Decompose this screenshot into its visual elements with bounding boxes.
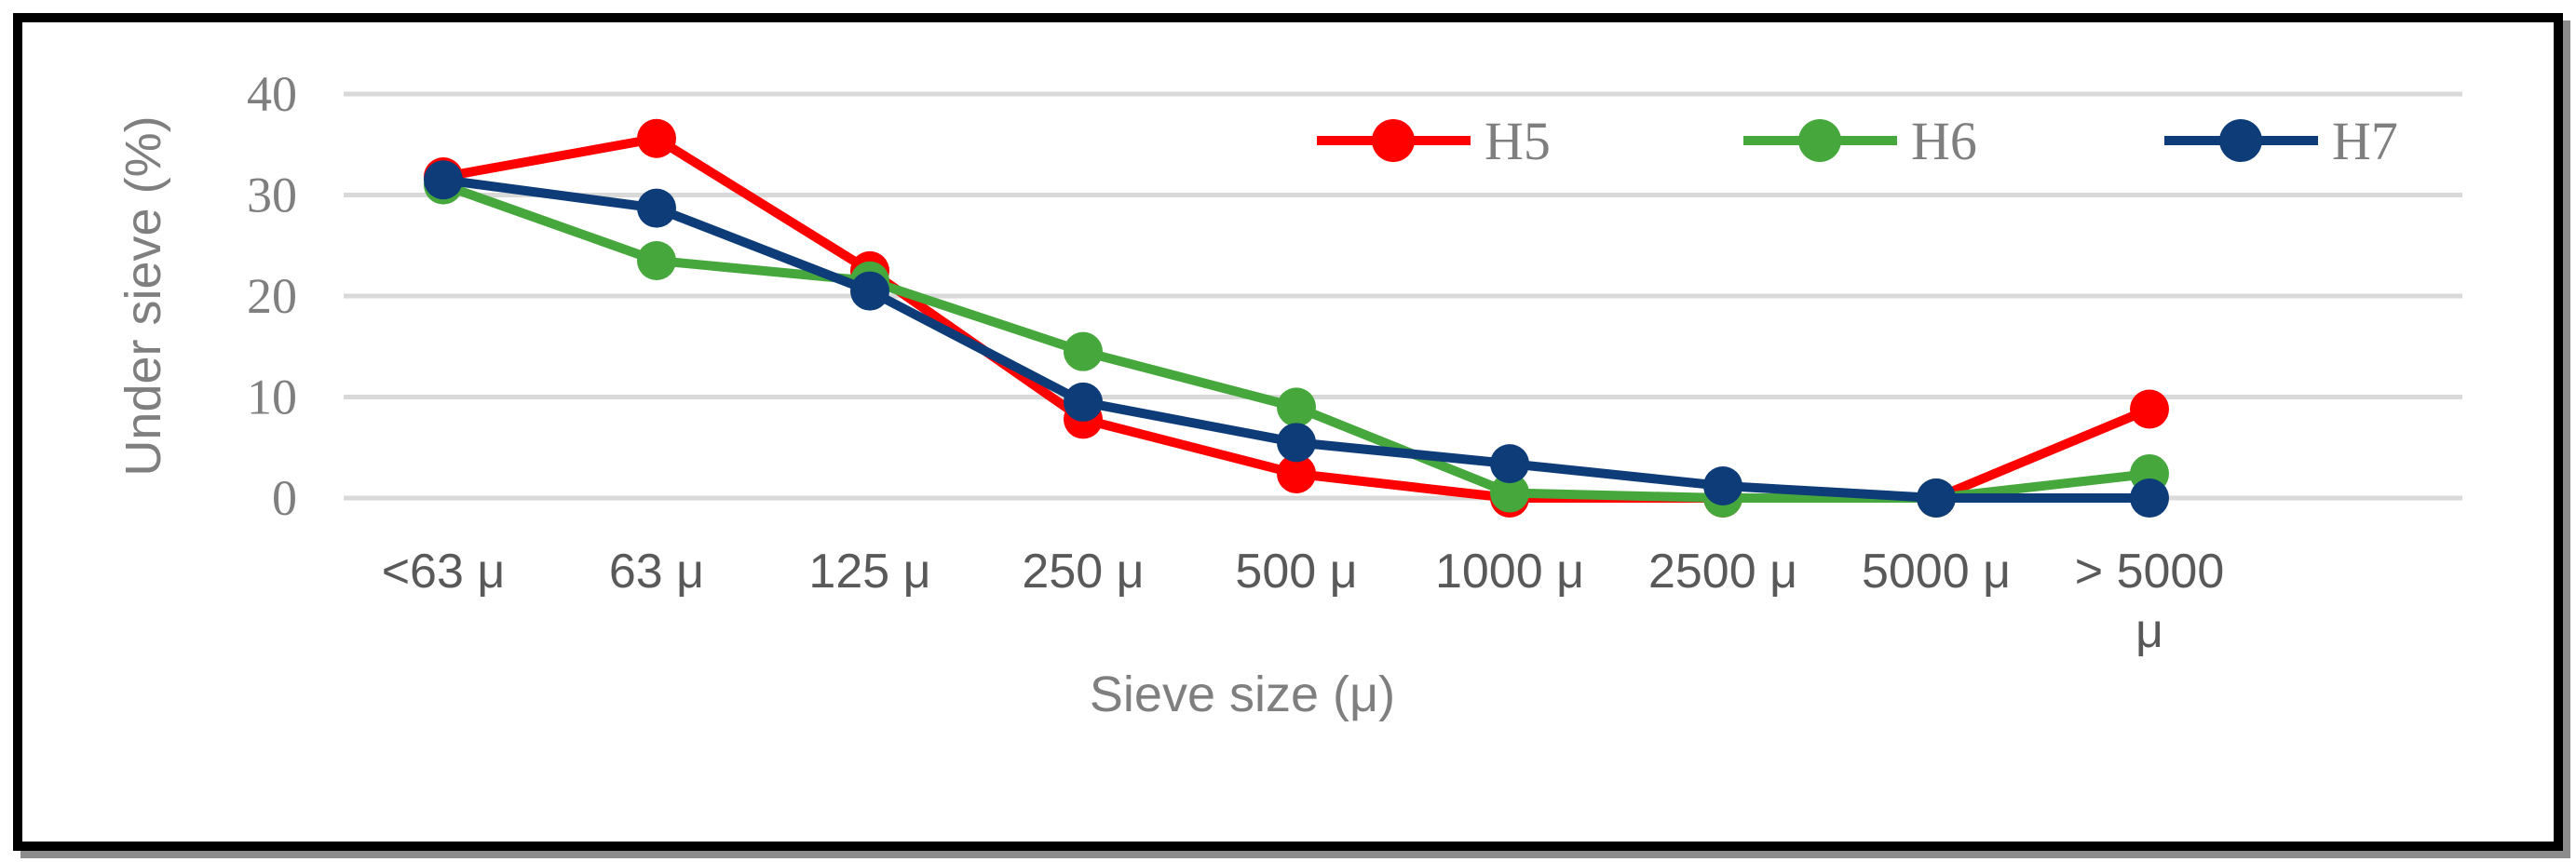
data-point [1277,387,1316,427]
data-point [637,241,676,281]
y-tick-label: 20 [247,268,297,324]
data-point [1277,423,1316,463]
legend-label: H5 [1485,111,1551,171]
data-point [1064,382,1103,422]
legend-item-h7: H7 [2164,111,2398,171]
series-h7 [424,160,2169,518]
data-point [1703,465,1742,505]
x-tick-label: 5000 μ [1862,545,2011,599]
legend-item-h5: H5 [1317,111,1551,171]
x-tick-label: 63 μ [609,545,704,599]
legend-item-h6: H6 [1743,111,1977,171]
x-axis-title: Sieve size (μ) [1090,667,1395,722]
x-tick-label: <63 μ [382,545,506,599]
data-point [1917,478,1956,518]
legend: H5 H6 H7 [1317,111,2398,171]
data-point [1490,473,1529,513]
legend-marker [2219,119,2262,162]
chart-frame: 0 10 20 30 40 <63 μ 63 μ 125 μ 250 μ 500 μ 1000 μ… [13,13,2563,851]
line-chart: 0 10 20 30 40 <63 μ 63 μ 125 μ 250 μ 500 μ 1000 μ… [115,66,2462,722]
y-tick-label: 10 [247,370,297,425]
y-axis-ticks: 0 10 20 30 40 [247,66,297,526]
legend-label: H7 [2332,111,2398,171]
data-point [1277,453,1316,493]
series-layer [424,118,2169,518]
y-tick-label: 30 [247,168,297,223]
x-tick-label: 125 μ [808,545,930,599]
data-point [2130,478,2169,518]
data-point [2130,389,2169,429]
y-tick-label: 40 [247,66,297,122]
legend-label: H6 [1911,111,1977,171]
x-tick-label: 250 μ [1022,545,1144,599]
data-point [1064,331,1103,371]
x-tick-label: 1000 μ [1435,545,1584,599]
x-tick-label: 500 μ [1235,545,1357,599]
legend-marker [1798,119,1841,162]
data-point [1490,444,1529,484]
data-point [637,118,676,158]
data-point [637,188,676,228]
x-tick-label: > 5000 μ [2075,545,2225,658]
x-tick-label: 2500 μ [1648,545,1797,599]
legend-marker [1372,119,1415,162]
data-point [850,271,889,311]
data-point [424,160,463,200]
y-axis-title: Under sieve (%) [115,115,171,476]
y-tick-label: 0 [272,470,297,526]
x-axis-ticks: <63 μ 63 μ 125 μ 250 μ 500 μ 1000 μ 2500 μ 5000… [382,545,2225,658]
